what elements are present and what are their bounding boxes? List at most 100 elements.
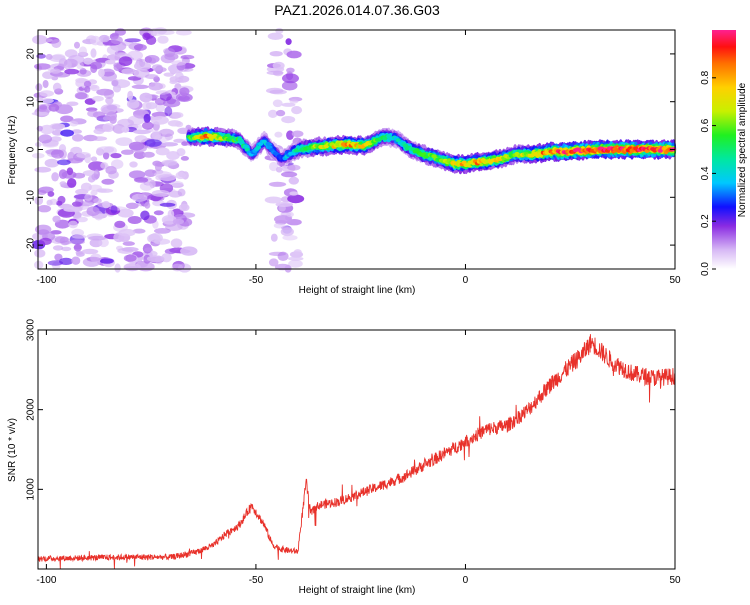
- noise-blob: [267, 32, 284, 40]
- noise-blob: [71, 256, 81, 265]
- noise-blob: [118, 228, 136, 237]
- noise-blob: [175, 171, 186, 180]
- noise-blob: [163, 72, 174, 77]
- noise-blob: [281, 116, 296, 124]
- noise-blob: [140, 210, 150, 221]
- noise-blob: [66, 167, 74, 176]
- noise-blob: [52, 129, 64, 136]
- noise-blob: [268, 181, 287, 187]
- noise-blob: [286, 211, 294, 218]
- noise-blob: [134, 177, 149, 183]
- noise-blob: [159, 202, 176, 207]
- spectrogram-ytick-label: 20: [26, 48, 37, 60]
- noise-blob: [287, 164, 301, 171]
- noise-blob: [76, 61, 84, 70]
- colorbar-tick-label: 0.4: [700, 166, 711, 180]
- noise-blob: [266, 87, 284, 94]
- noise-blob: [144, 55, 160, 64]
- noise-blob: [105, 59, 116, 65]
- noise-blob: [122, 241, 135, 246]
- noise-blob: [90, 48, 97, 58]
- noise-blob: [154, 161, 162, 172]
- snr-panel: -100 -50 0 50 1000 2000 3000 Height of straigh…: [7, 318, 681, 596]
- snr-xtick-label: 50: [669, 575, 681, 586]
- spectrogram-ytick-label: 0: [26, 146, 37, 152]
- noise-blob: [93, 198, 102, 204]
- noise-blob: [268, 109, 278, 118]
- noise-blob: [123, 254, 137, 262]
- noise-blob: [155, 102, 165, 113]
- noise-blob: [293, 249, 302, 255]
- noise-blob: [151, 130, 161, 140]
- noise-blob: [115, 52, 128, 58]
- noise-blob: [285, 38, 292, 45]
- noise-blob: [121, 149, 134, 155]
- noise-blob: [143, 113, 151, 123]
- spectrogram-xtick-label: -100: [36, 275, 56, 286]
- noise-blob: [291, 130, 304, 138]
- noise-blob: [101, 178, 115, 185]
- noise-blob: [282, 234, 298, 241]
- noise-blob: [131, 193, 148, 202]
- noise-blob: [264, 196, 283, 204]
- noise-blob: [158, 128, 175, 137]
- noise-blob: [60, 115, 74, 123]
- noise-blob: [87, 109, 99, 118]
- noise-blob: [37, 104, 48, 112]
- colorbar: 0.0 0.2 0.4 0.6 0.8 Normalized spectral ampl…: [700, 30, 748, 276]
- noise-blob: [154, 27, 167, 35]
- noise-blob: [75, 188, 89, 195]
- noise-blob: [35, 83, 43, 92]
- noise-blob: [64, 68, 80, 75]
- noise-blob: [281, 171, 298, 178]
- noise-blob: [36, 37, 53, 43]
- noise-blob: [142, 121, 154, 130]
- noise-blob: [60, 129, 74, 137]
- noise-blob: [105, 166, 117, 175]
- noise-blob: [133, 44, 147, 51]
- noise-blob: [144, 247, 153, 252]
- noise-blob: [54, 253, 63, 261]
- noise-blob: [144, 139, 162, 147]
- noise-blob: [52, 245, 64, 251]
- noise-blob: [49, 54, 66, 63]
- noise-blob: [117, 118, 134, 127]
- noise-blob: [88, 235, 107, 241]
- noise-blob: [161, 215, 177, 225]
- noise-blob: [98, 34, 110, 43]
- noise-blob: [142, 151, 155, 158]
- noise-blob: [127, 90, 134, 101]
- snr-xtick-label: -50: [249, 575, 264, 586]
- noise-blob: [132, 228, 146, 234]
- noise-blob: [288, 259, 303, 268]
- snr-ytick-label: 3000: [26, 318, 37, 341]
- noise-blob: [52, 215, 61, 223]
- noise-blob: [68, 220, 78, 229]
- noise-blob: [84, 193, 93, 201]
- noise-blob: [45, 53, 53, 60]
- noise-blob: [90, 136, 108, 142]
- noise-blob: [162, 99, 181, 108]
- colorbar-label: Normalized spectral amplitude: [737, 82, 748, 217]
- colorbar-tick-label: 0.2: [700, 214, 711, 228]
- noise-blob: [110, 153, 122, 159]
- spectrogram-ylabel: Frequency (Hz): [7, 116, 18, 185]
- colorbar-ticks: 0.0 0.2 0.4 0.6 0.8: [700, 70, 716, 276]
- noise-blob: [78, 46, 87, 56]
- noise-blob: [51, 149, 64, 159]
- noise-blob: [111, 80, 119, 87]
- noise-blob: [51, 172, 59, 182]
- noise-blob: [72, 134, 84, 142]
- noise-blob: [100, 162, 109, 169]
- noise-blob: [142, 101, 152, 111]
- noise-blob: [115, 137, 133, 147]
- snr-axes: -100 -50 0 50 1000 2000 3000: [26, 318, 681, 586]
- noise-blob: [161, 253, 172, 263]
- noise-blob: [176, 148, 186, 157]
- noise-blob: [281, 80, 298, 91]
- noise-blob: [90, 156, 98, 162]
- noise-blob: [125, 202, 139, 209]
- noise-blob: [277, 251, 289, 261]
- noise-blob: [275, 202, 294, 207]
